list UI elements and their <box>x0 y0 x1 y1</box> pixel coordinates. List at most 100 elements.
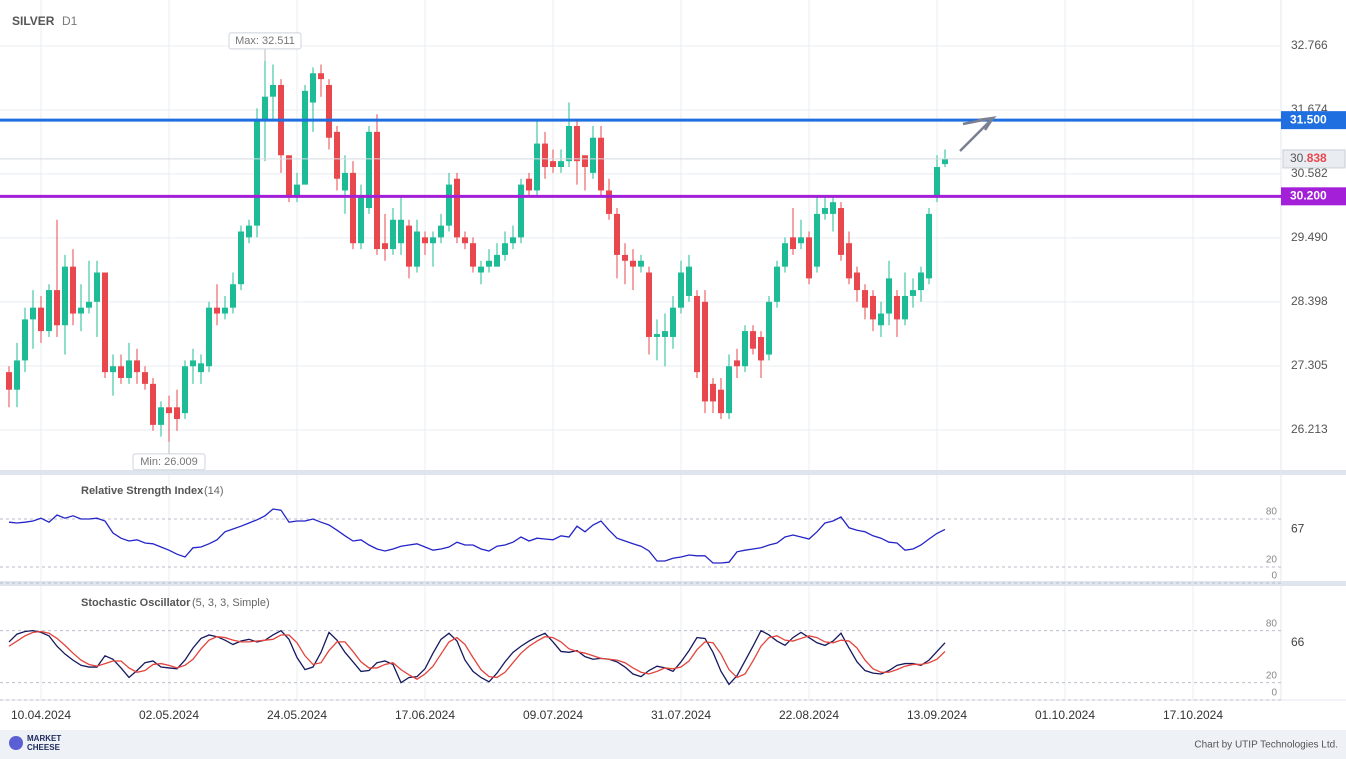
panel-separator <box>0 470 1346 475</box>
candle-body <box>206 307 212 367</box>
candle-body <box>814 213 820 267</box>
candle-body <box>438 225 444 238</box>
candle-body <box>718 389 724 414</box>
candle-body <box>670 307 676 337</box>
indicator-title: Relative Strength Index <box>81 485 204 497</box>
candle-body <box>158 407 164 425</box>
logo-text: CHEESE <box>27 743 61 752</box>
candle-body <box>766 301 772 355</box>
candle-body <box>870 295 876 320</box>
indicator-params: (5, 3, 3, Simple) <box>192 597 270 609</box>
candle-body <box>566 125 572 162</box>
candle-body <box>94 272 100 302</box>
candle-body <box>414 231 420 267</box>
candle-body <box>254 120 260 226</box>
y-tick-label: 20 <box>1266 670 1278 681</box>
annotation-box <box>228 32 302 50</box>
indicator-line <box>8 629 946 686</box>
y-tick-label: 26.213 <box>1291 422 1328 436</box>
candle-body <box>22 319 28 361</box>
candle-body <box>630 260 636 267</box>
level-label: 31.500 <box>1290 112 1327 126</box>
candle-body <box>342 172 348 191</box>
candle-body <box>286 155 292 197</box>
y-tick-label: 80 <box>1266 618 1278 629</box>
y-tick-label: 0 <box>1271 571 1277 582</box>
indicator-params: (14) <box>204 485 224 497</box>
level-label: 30.200 <box>1290 188 1327 202</box>
last-value-label: 67 <box>1291 522 1305 536</box>
candle-body <box>102 272 108 373</box>
y-tick-label: 32.766 <box>1291 38 1328 52</box>
chart-title: SILVER <box>12 14 55 28</box>
candle-body <box>694 295 700 373</box>
candle-body <box>310 73 316 103</box>
annotation-label: Min: 26.009 <box>140 456 197 468</box>
candle-body <box>750 331 756 349</box>
candle-body <box>422 237 428 244</box>
arrow-head <box>977 116 995 131</box>
candle-body <box>646 272 652 337</box>
logo-icon <box>9 736 23 750</box>
x-tick-label: 31.07.2024 <box>651 708 711 722</box>
x-tick-label: 24.05.2024 <box>267 708 327 722</box>
candle-body <box>142 372 148 384</box>
candle-body <box>838 208 844 255</box>
candle-body <box>926 213 932 279</box>
last-value-label: 66 <box>1291 635 1305 649</box>
candle-body <box>526 178 532 191</box>
candle-body <box>942 158 948 165</box>
candle-body <box>558 161 564 168</box>
y-tick-label: 80 <box>1266 507 1278 518</box>
candle-body <box>518 184 524 238</box>
credit: Chart by UTIP Technologies Ltd. <box>1194 740 1338 751</box>
candle-body <box>350 172 356 244</box>
y-tick-label: 0 <box>1271 688 1277 699</box>
candle-body <box>134 360 140 373</box>
candle-body <box>86 301 92 308</box>
last-price-box <box>1282 149 1346 169</box>
candle-body <box>878 313 884 326</box>
candle-body <box>534 143 540 191</box>
last-price-label: 30.838 <box>1290 151 1327 165</box>
candle-body <box>222 307 228 314</box>
candle-body <box>166 407 172 414</box>
candle-body <box>294 184 300 197</box>
candle-body <box>38 307 44 332</box>
candle-body <box>934 167 940 197</box>
candle-body <box>382 243 388 250</box>
candle-body <box>886 278 892 314</box>
candle-body <box>182 366 188 414</box>
candle-body <box>46 290 52 332</box>
y-tick-label: 27.305 <box>1291 358 1328 372</box>
candle-body <box>198 363 204 373</box>
candle-body <box>390 219 396 250</box>
candle-body <box>238 231 244 285</box>
candle-body <box>70 266 76 314</box>
candle-body <box>598 137 604 191</box>
candle-body <box>894 295 900 320</box>
candle-body <box>118 366 124 378</box>
candle-body <box>54 290 60 326</box>
candle-body <box>478 266 484 273</box>
candle-body <box>494 254 500 267</box>
candle-body <box>758 336 764 361</box>
x-tick-label: 17.10.2024 <box>1163 708 1223 722</box>
candle-body <box>398 219 404 244</box>
candle-body <box>726 366 732 414</box>
annotation-box <box>132 453 206 471</box>
candle-body <box>446 184 452 226</box>
indicator-title: Stochastic Oscillator <box>81 597 191 609</box>
candle-body <box>262 96 268 121</box>
level-box <box>1281 111 1346 130</box>
candle-body <box>150 383 156 425</box>
candle-body <box>806 237 812 279</box>
annotation-label: Max: 32.511 <box>235 35 295 47</box>
candle-body <box>14 360 20 390</box>
plot-layer: 10.04.2024 02.05.2024 24.05.2024 17.06.2024… <box>0 0 1346 722</box>
y-tick-label: 30.582 <box>1291 166 1328 180</box>
candle-body <box>334 131 340 179</box>
candle-body <box>606 190 612 214</box>
candle-body <box>846 243 852 279</box>
y-tick-label: 20 <box>1266 555 1278 566</box>
